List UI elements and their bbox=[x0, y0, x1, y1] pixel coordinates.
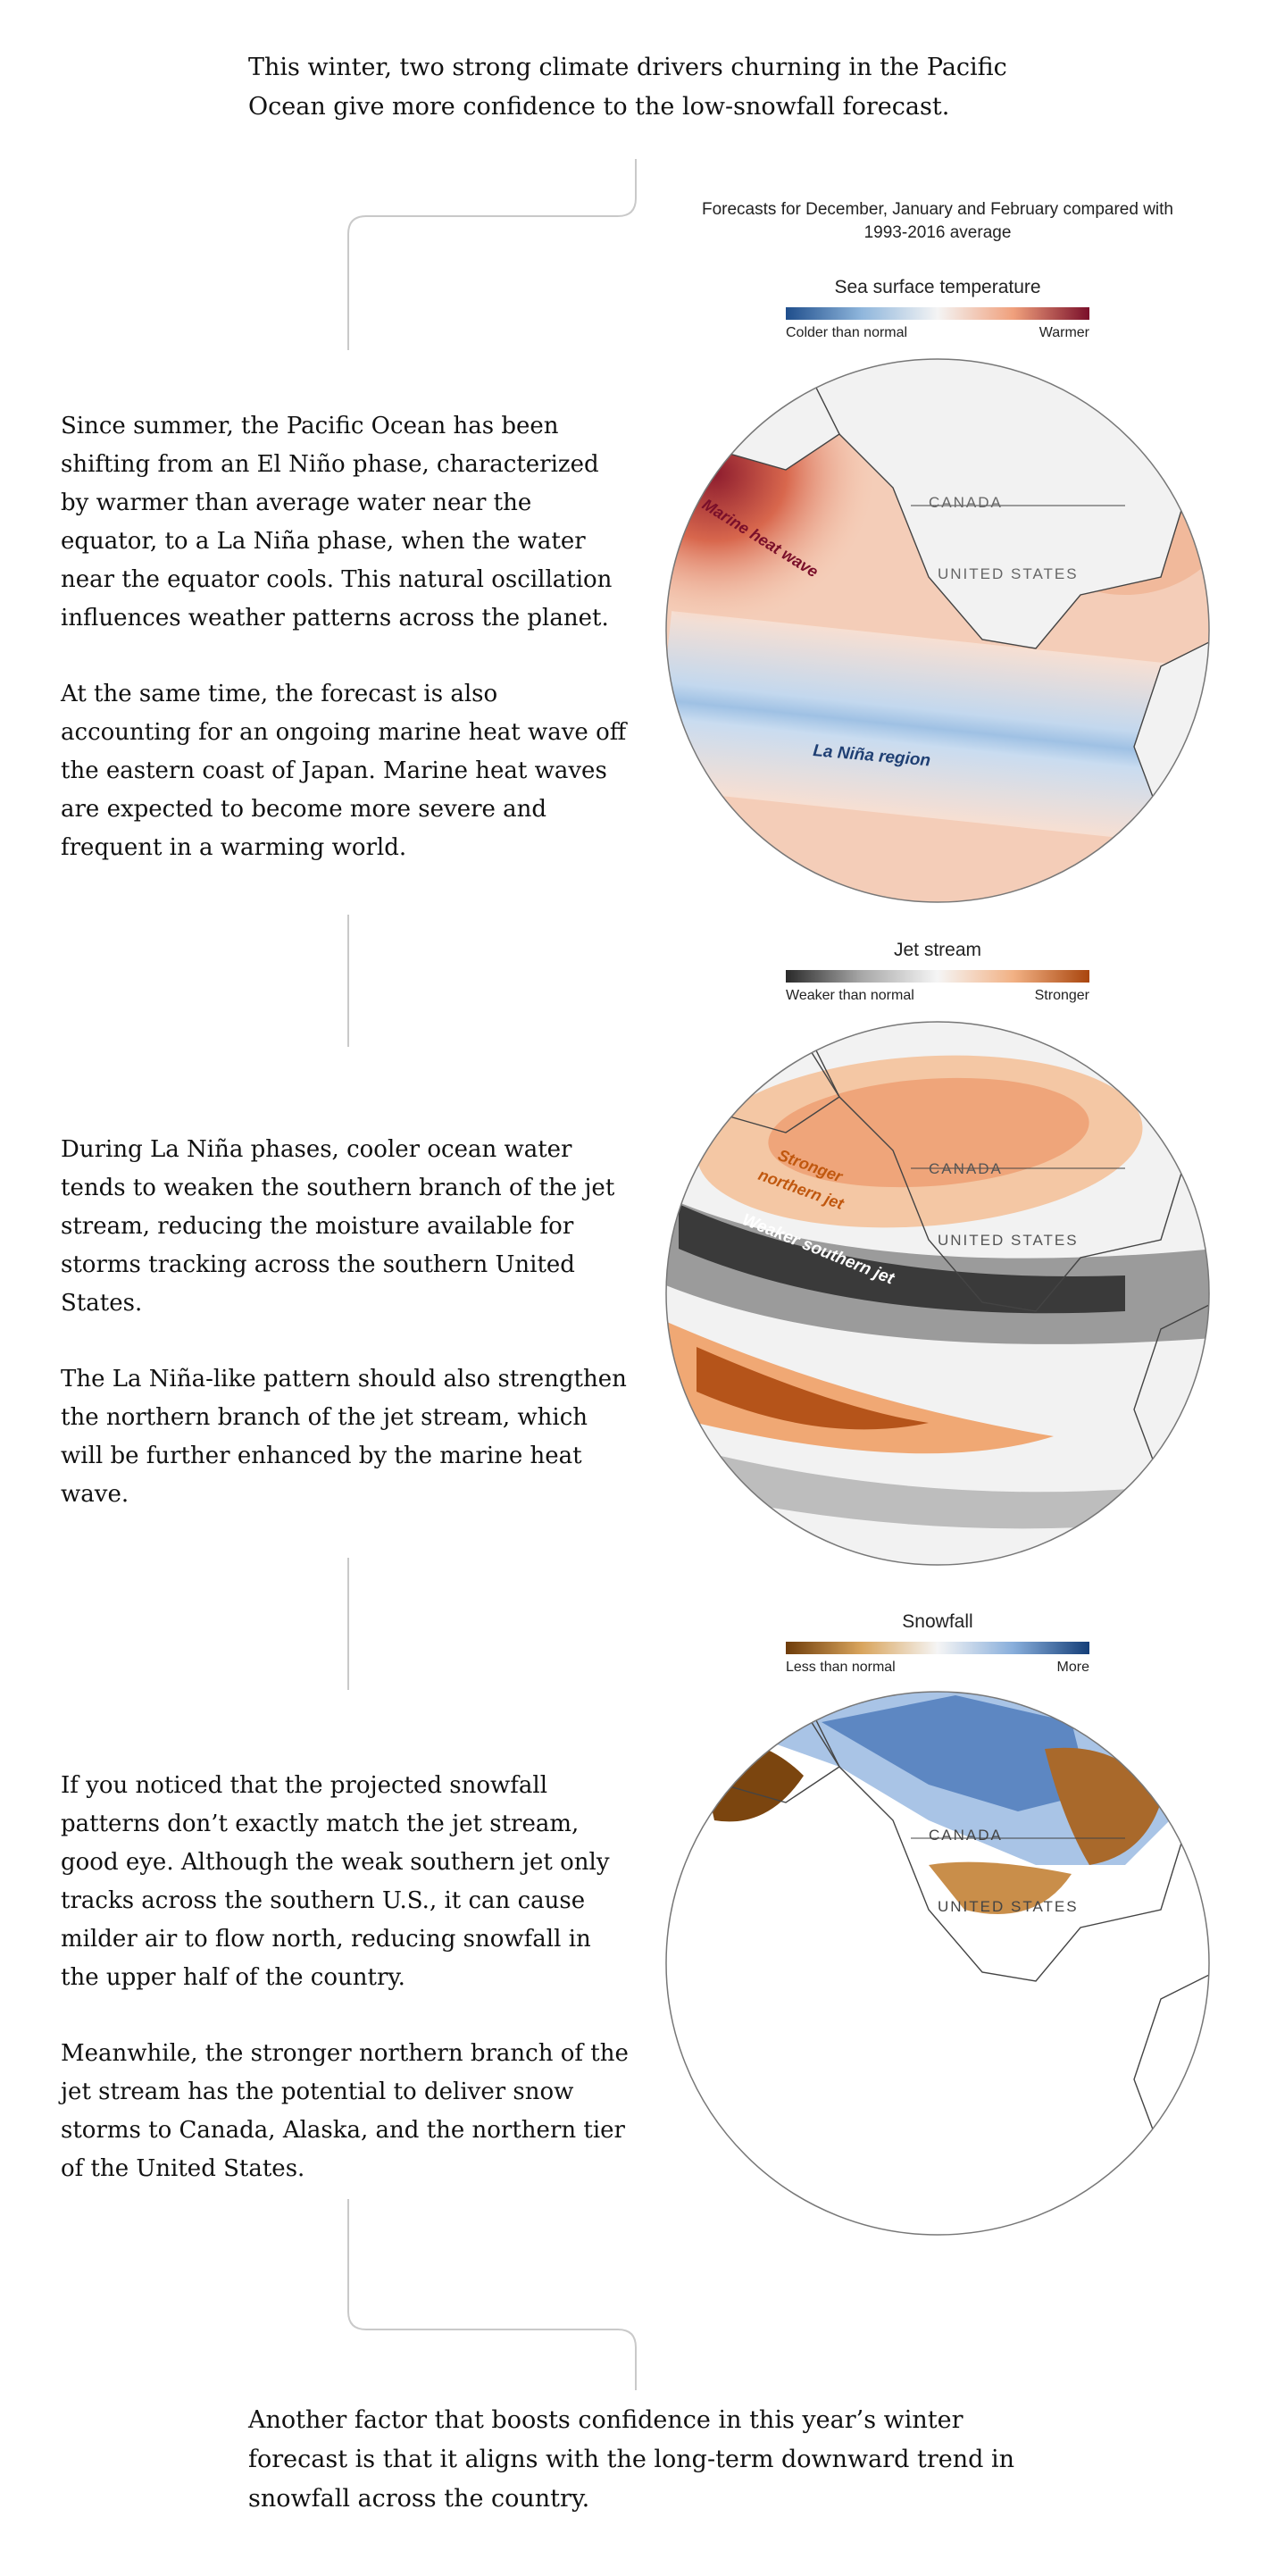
legend-low-label: Weaker than normal bbox=[786, 988, 914, 1003]
intro-paragraph: This winter, two strong climate drivers … bbox=[248, 54, 1007, 121]
legend-title: Sea surface temperature bbox=[834, 277, 1041, 297]
forecast-note: Forecasts for December, January and Febr… bbox=[701, 200, 1173, 242]
legend-high-label: More bbox=[1056, 1660, 1089, 1675]
section-text-jet: During La Niña phases, cooler ocean wate… bbox=[61, 1131, 632, 1551]
legend-low-label: Less than normal bbox=[786, 1660, 896, 1675]
legend-colorbar bbox=[786, 1642, 1089, 1654]
paragraph: The La Niña-like pattern should also str… bbox=[61, 1366, 627, 1508]
outro-paragraph: Another factor that boosts confidence in… bbox=[248, 2406, 1015, 2513]
connector-line bbox=[347, 159, 637, 350]
globe-jet-stream: CANADA UNITED STATES Stronger northern j… bbox=[665, 1021, 1210, 1566]
paragraph: Since summer, the Pacific Ocean has been… bbox=[61, 413, 613, 631]
legend-title: Snowfall bbox=[902, 1611, 973, 1632]
paragraph: At the same time, the forecast is also a… bbox=[61, 681, 627, 861]
connector-line bbox=[347, 2199, 637, 2390]
legend-high-label: Stronger bbox=[1034, 988, 1089, 1003]
section-text-sst: Since summer, the Pacific Ocean has been… bbox=[61, 407, 632, 905]
legend-title: Jet stream bbox=[893, 940, 982, 960]
paragraph: During La Niña phases, cooler ocean wate… bbox=[61, 1136, 615, 1317]
globe-sst: CANADA UNITED STATES Marine heat wave La… bbox=[665, 358, 1210, 903]
map-label-canada: CANADA bbox=[929, 1827, 1003, 1844]
legend-high-label: Warmer bbox=[1039, 325, 1089, 340]
map-label-us: UNITED STATES bbox=[938, 565, 1079, 582]
map-label-us: UNITED STATES bbox=[938, 1898, 1079, 1915]
map-label-us: UNITED STATES bbox=[938, 1232, 1079, 1249]
map-label-canada: CANADA bbox=[929, 494, 1003, 511]
legend-low-label: Colder than normal bbox=[786, 325, 908, 340]
legend-colorbar bbox=[786, 307, 1089, 320]
paragraph: Meanwhile, the stronger northern branch … bbox=[61, 2040, 629, 2182]
globe-snowfall: CANADA UNITED STATES bbox=[665, 1691, 1210, 2236]
legend-colorbar bbox=[786, 970, 1089, 983]
map-label-canada: CANADA bbox=[929, 1160, 1003, 1177]
paragraph: If you noticed that the projected snowfa… bbox=[61, 1772, 610, 1991]
section-text-snowfall: If you noticed that the projected snowfa… bbox=[61, 1767, 632, 2226]
